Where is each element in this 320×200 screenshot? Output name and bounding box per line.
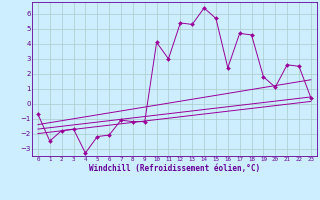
X-axis label: Windchill (Refroidissement éolien,°C): Windchill (Refroidissement éolien,°C) [89,164,260,173]
